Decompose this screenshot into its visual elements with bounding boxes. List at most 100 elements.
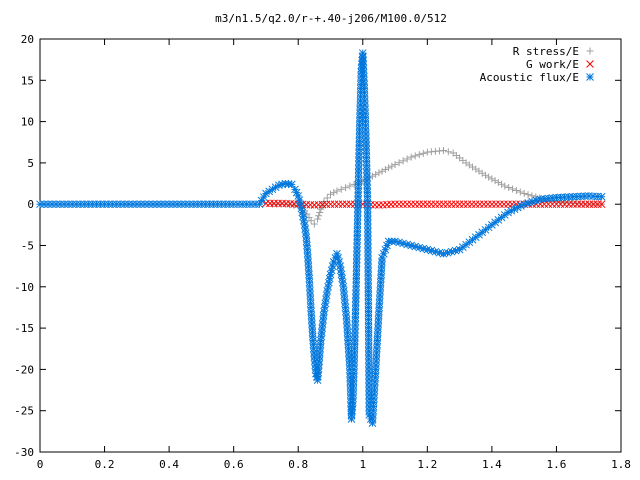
data-point (467, 200, 476, 209)
legend-label: Acoustic flux/E (480, 71, 579, 84)
data-point (378, 167, 386, 175)
data-point (314, 215, 322, 223)
data-point (411, 152, 419, 160)
x-tick-label: 0.6 (224, 458, 244, 471)
data-point (459, 200, 468, 209)
data-point (274, 199, 282, 208)
data-point (362, 142, 371, 150)
data-point (323, 194, 331, 202)
data-point (403, 200, 412, 209)
plot-frame (39, 38, 622, 453)
y-tick-label: -15 (14, 322, 34, 335)
y-tick-label: -30 (14, 446, 34, 459)
data-point (419, 149, 427, 157)
data-point (391, 200, 399, 209)
data-point (353, 215, 362, 224)
data-point (370, 382, 379, 390)
y-tick-label: -5 (21, 240, 34, 253)
data-point (407, 153, 415, 161)
data-point (315, 212, 323, 220)
data-point (351, 309, 360, 318)
data-point (399, 200, 407, 209)
data-point (597, 200, 606, 209)
data-point (362, 145, 371, 154)
data-point (395, 159, 403, 167)
y-tick-label: 0 (27, 198, 34, 211)
legend-label: G work/E (526, 58, 579, 71)
data-point (431, 200, 440, 209)
data-point (435, 200, 444, 209)
data-point (388, 162, 396, 170)
data-point (399, 157, 407, 165)
data-point (455, 200, 464, 209)
data-point (520, 189, 528, 197)
data-point (346, 200, 355, 209)
x-tick-label: 1.6 (547, 458, 567, 471)
data-point (385, 164, 393, 172)
data-point (427, 200, 436, 209)
data-point (496, 200, 504, 209)
chart-title: m3/n1.5/q2.0/r-+.40-j206/M100.0/512 (215, 12, 447, 25)
data-point (333, 187, 341, 195)
y-tick-label: 20 (21, 33, 34, 46)
data-point (451, 200, 460, 209)
x-tick-label: 1.2 (417, 458, 437, 471)
data-point (517, 201, 525, 210)
data-point (313, 376, 322, 384)
data-point (342, 200, 351, 209)
y-tick-label: 10 (21, 116, 34, 129)
data-point (395, 200, 403, 209)
data-point (411, 200, 420, 209)
data-point (373, 332, 382, 341)
data-point (491, 177, 499, 185)
x-tick-label: 0.4 (159, 458, 179, 471)
data-point (381, 166, 389, 174)
data-point (337, 185, 345, 193)
data-point (342, 184, 350, 192)
data-point (364, 275, 373, 284)
data-point (528, 192, 536, 200)
data-point (419, 200, 428, 209)
data-point (488, 175, 496, 183)
data-point (327, 190, 334, 198)
x-tick-label: 0.8 (288, 458, 308, 471)
legend-marker (586, 73, 594, 81)
data-point (492, 200, 500, 209)
data-point (364, 291, 373, 300)
series-0 (268, 147, 606, 228)
legend-label: R stress/E (513, 45, 579, 58)
data-point (512, 186, 520, 194)
data-point (407, 200, 416, 209)
data-point (505, 184, 513, 192)
y-tick-label: -10 (14, 281, 34, 294)
data-point (415, 151, 423, 159)
data-point (516, 188, 524, 196)
data-point (352, 278, 361, 287)
data-point (403, 155, 411, 163)
data-point (306, 295, 315, 304)
data-point (447, 200, 456, 209)
data-point (307, 217, 315, 225)
data-point (471, 200, 480, 209)
data-point (520, 200, 529, 209)
data-point (320, 303, 329, 312)
data-point (504, 200, 512, 209)
data-point (500, 200, 508, 209)
series-1 (262, 199, 606, 209)
series-2 (36, 49, 606, 427)
data-point (501, 182, 509, 190)
data-point (343, 332, 352, 341)
data-point (485, 173, 493, 181)
y-tick-label: -25 (14, 405, 34, 418)
data-point (443, 200, 452, 209)
data-point (415, 200, 424, 209)
x-tick-label: 1.4 (482, 458, 502, 471)
data-point (330, 200, 339, 209)
data-point (287, 180, 296, 189)
data-point (423, 200, 432, 209)
data-point (346, 182, 354, 190)
x-tick-label: 0.2 (95, 458, 115, 471)
data-point (326, 200, 335, 209)
